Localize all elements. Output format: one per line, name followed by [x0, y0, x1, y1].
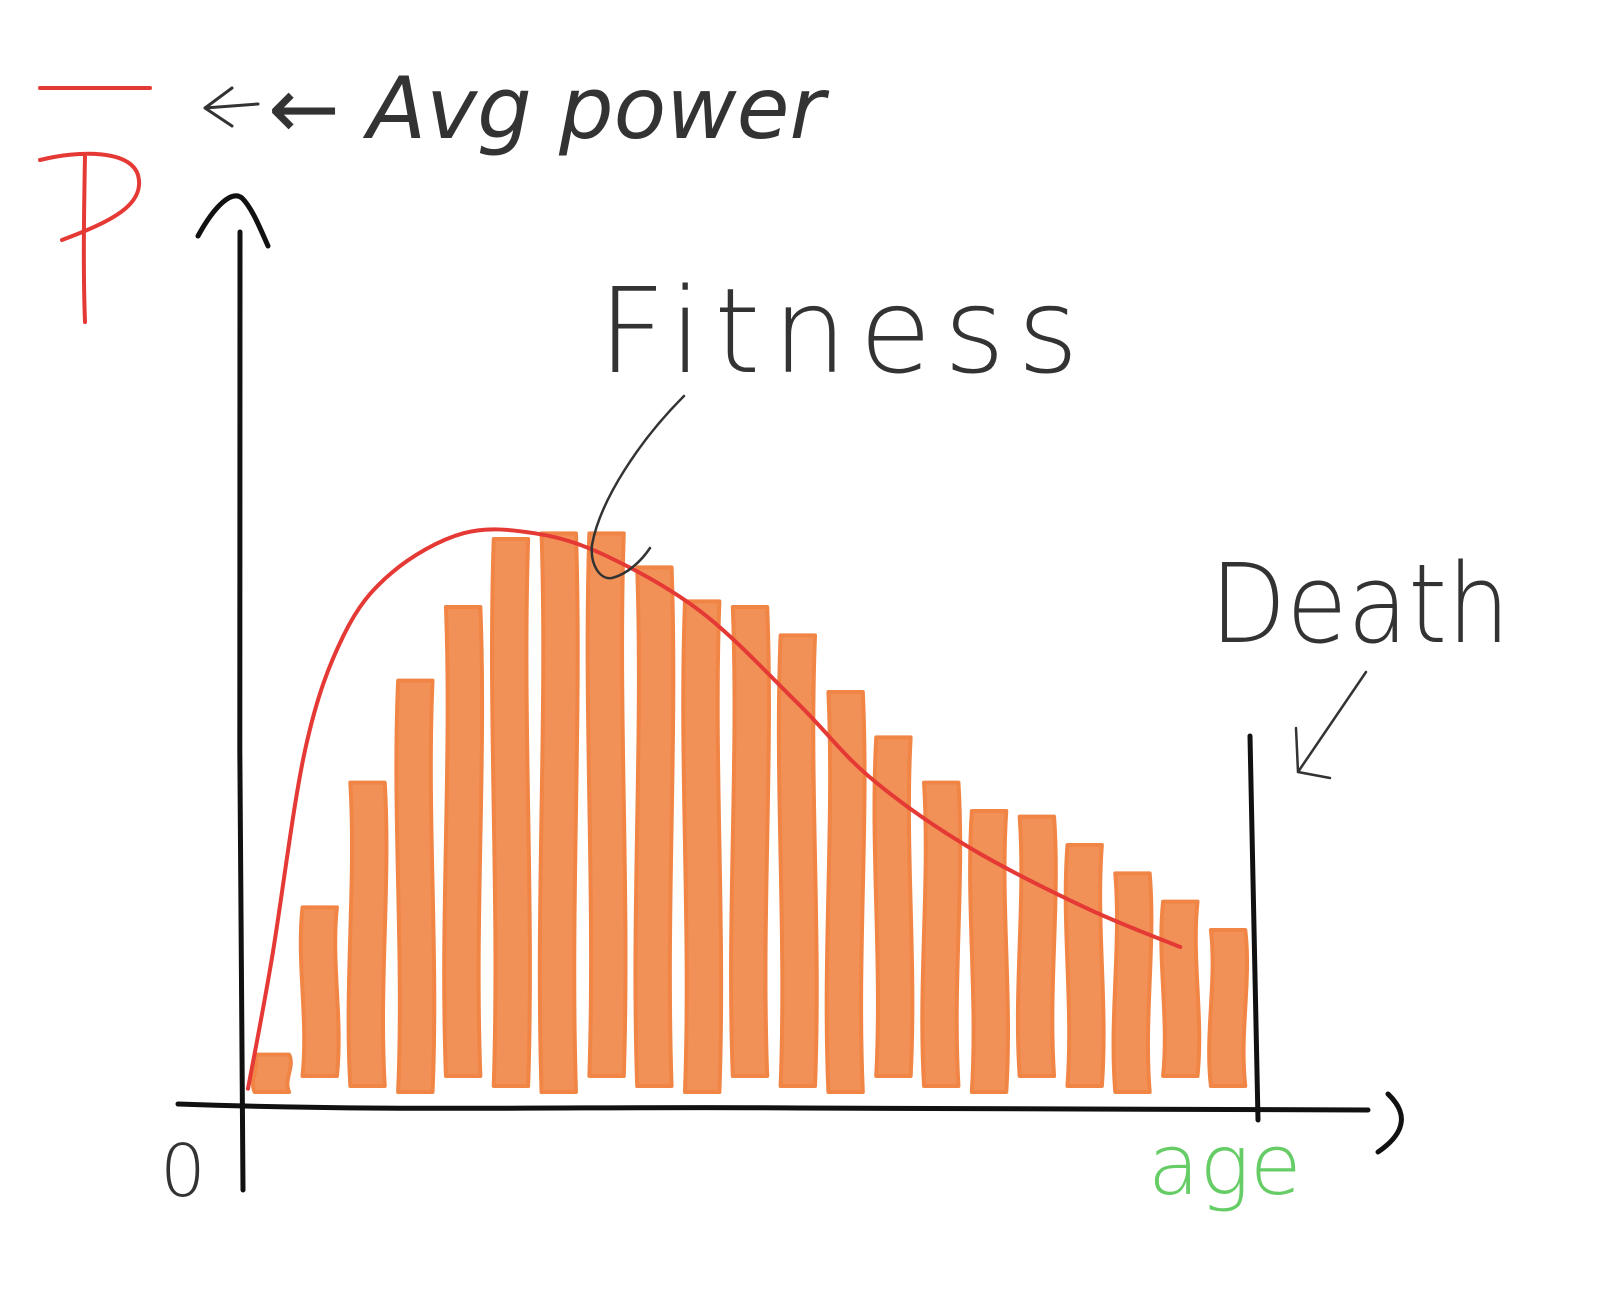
death-label: Death [1210, 540, 1510, 668]
x-axis-arrow [1375, 1091, 1404, 1155]
bar [776, 633, 819, 1088]
bars-group [251, 531, 1250, 1094]
y-axis-symbol: P [20, 19, 21, 21]
fitness-pointer-arrow [590, 394, 686, 580]
bar [920, 780, 963, 1088]
bar [298, 905, 341, 1078]
bar [1207, 928, 1250, 1088]
x-axis [175, 1101, 1371, 1113]
fitness-label: Fitness [598, 262, 1091, 400]
bar [490, 537, 532, 1088]
y-axis [236, 229, 246, 1193]
avg-power-arrow [203, 86, 260, 128]
bar [968, 809, 1010, 1094]
bar [394, 678, 437, 1094]
fitness-curve [246, 527, 1183, 1091]
bar [1111, 871, 1154, 1094]
bar [251, 1052, 293, 1094]
bar [1159, 899, 1202, 1078]
bar [1015, 814, 1058, 1078]
bar [585, 531, 628, 1078]
bar [442, 605, 485, 1078]
bar [1063, 843, 1106, 1088]
origin-label: 0 [160, 1129, 206, 1213]
bar [729, 605, 771, 1078]
bar [346, 780, 389, 1088]
bar [681, 599, 724, 1094]
x-axis-label: age [1148, 1116, 1302, 1214]
y-axis-arrow [195, 193, 271, 249]
y-axis-label: ← Avg power [268, 59, 830, 159]
death-line [1247, 733, 1261, 1123]
bar [872, 735, 915, 1078]
p-symbol [38, 151, 142, 324]
bar [824, 690, 867, 1094]
bar [633, 565, 676, 1088]
death-pointer-arrow [1294, 670, 1368, 780]
bar [537, 531, 580, 1094]
